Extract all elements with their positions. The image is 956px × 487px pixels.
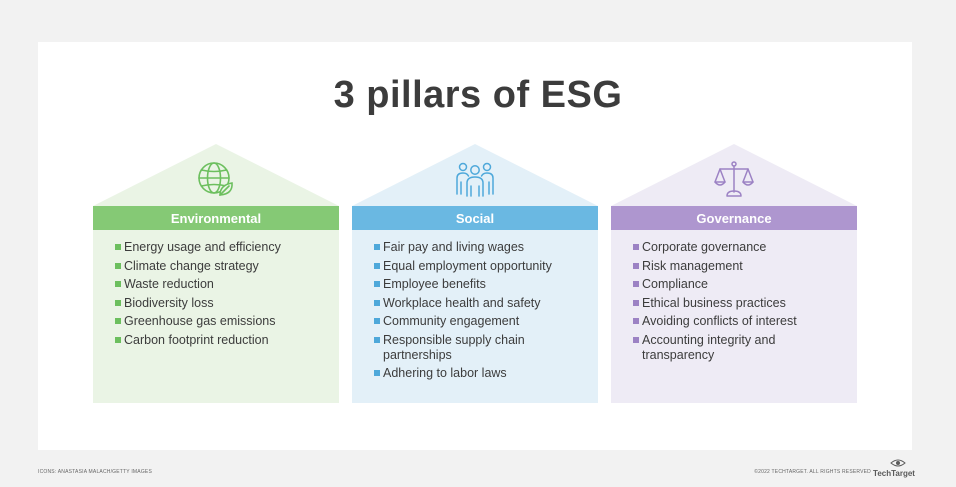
list-item-text: Community engagement [383,314,520,328]
list-item: Risk management [633,259,843,274]
eye-icon [890,459,906,467]
list-item-text: Employee benefits [383,277,486,291]
globe-leaf-icon [198,162,233,196]
page-title: 3 pillars of ESG [333,74,623,116]
pillar-social: Social Fair pay and living wages Equal e… [352,144,598,403]
list-item: Ethical business practices [633,296,843,311]
list-item: Employee benefits [374,277,584,292]
list-item: Biodiversity loss [115,296,325,311]
pillar-item-list: Energy usage and efficiency Climate chan… [93,230,339,348]
list-item: Accounting integrity and transparency [633,333,843,363]
list-item-text: Climate change strategy [124,258,259,273]
pillar-heading: Environmental [93,206,339,230]
list-item: Workplace health and safety [374,296,584,311]
list-item: Fair pay and living wages [374,240,584,255]
bullet-square [115,299,121,306]
list-item-text: Greenhouse gas emissions [124,314,276,328]
bullet-square [115,244,121,250]
list-item-text: Workplace health and safety [383,295,541,310]
bullet-square [633,262,639,269]
list-item-text: Biodiversity loss [124,295,214,310]
list-item-text: Carbon footprint reduction [124,332,269,347]
list-item: Responsible supply chain partnerships [374,333,584,363]
bullet-square [115,281,121,287]
list-item-text: Ethical business practices [642,295,786,310]
people-group-icon [456,162,494,197]
pillar-environmental: Environmental Energy usage and efficienc… [93,144,339,403]
pillar-body: Fair pay and living wages Equal employme… [352,230,598,403]
list-item: Community engagement [374,314,584,329]
pillar-heading: Social [352,206,598,230]
list-item: Energy usage and efficiency [115,240,325,255]
list-item-text: Fair pay and living wages [383,240,525,254]
bullet-square [374,318,380,324]
pillar-heading: Governance [611,206,857,230]
pillar-roof [93,144,339,206]
list-item: Adhering to labor laws [374,366,584,381]
pillar-item-list: Corporate governance Risk management Com… [611,230,857,363]
bullet-square [374,370,380,376]
list-item: Corporate governance [633,240,843,255]
list-item-text: Accounting integrity and transparency [642,332,776,362]
pillar-roof [352,144,598,206]
bullet-square [633,318,639,324]
bullet-square [374,336,380,343]
list-item-text: Compliance [642,277,709,291]
list-item-text: Responsible supply chain partnerships [383,332,525,362]
techtarget-logo: TechTarget [872,458,916,480]
pillar-governance: Governance Corporate governance Risk man… [611,144,857,403]
image-credit: ICONS: ANASTASIA MALACH/GETTY IMAGES [38,469,152,475]
pillar-body: Corporate governance Risk management Com… [611,230,857,403]
list-item-text: Energy usage and efficiency [124,240,281,254]
bullet-square [115,262,121,269]
list-item-text: Avoiding conflicts of interest [642,314,797,328]
bullet-square [115,336,121,343]
bullet-square [115,318,121,324]
list-item: Waste reduction [115,277,325,292]
list-item-text: Adhering to labor laws [383,366,507,380]
list-item-text: Risk management [642,258,743,273]
list-item: Carbon footprint reduction [115,333,325,348]
bullet-square [374,244,380,250]
list-item: Climate change strategy [115,259,325,274]
list-item: Greenhouse gas emissions [115,314,325,329]
list-item-text: Corporate governance [642,240,767,254]
list-item: Equal employment opportunity [374,259,584,274]
list-item: Avoiding conflicts of interest [633,314,843,329]
logo-text: TechTarget [873,469,915,478]
list-item-text: Waste reduction [124,277,214,291]
scales-icon [714,161,754,197]
list-item: Compliance [633,277,843,292]
list-item-text: Equal employment opportunity [383,258,552,273]
bullet-square [633,299,639,306]
copyright-notice: ©2022 TECHTARGET. ALL RIGHTS RESERVED [754,469,871,475]
bullet-square [374,299,380,306]
pillar-item-list: Fair pay and living wages Equal employme… [352,230,598,381]
pillar-body: Energy usage and efficiency Climate chan… [93,230,339,403]
bullet-square [633,336,639,343]
bullet-square [374,281,380,287]
bullet-square [374,262,380,269]
bullet-square [633,244,639,250]
bullet-square [633,281,639,287]
